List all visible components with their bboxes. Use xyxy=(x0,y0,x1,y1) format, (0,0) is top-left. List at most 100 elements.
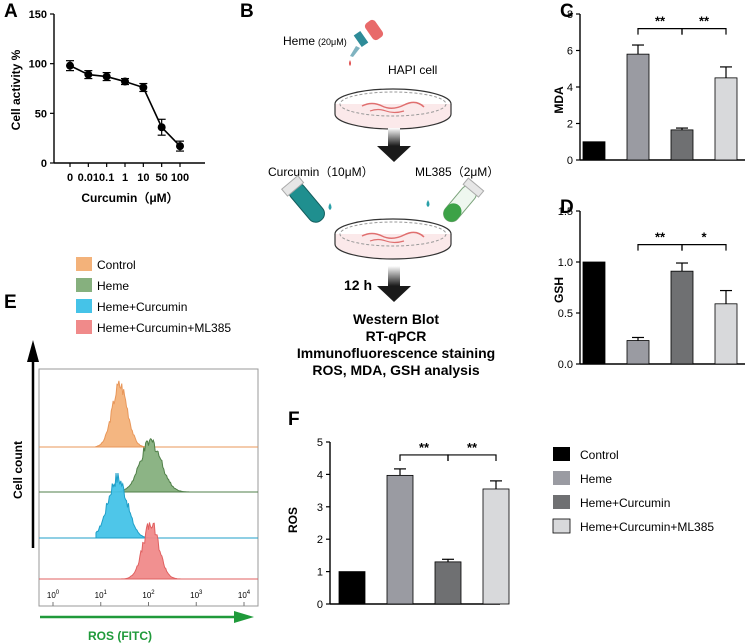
bar-heme xyxy=(386,474,414,605)
bar-control xyxy=(338,571,366,605)
panel-label-d: D xyxy=(560,197,574,218)
y-tick-label: 5 xyxy=(317,437,323,449)
bar-heme-curcumin xyxy=(670,270,694,365)
bar-heme xyxy=(626,340,650,365)
a-y-tick-label: 50 xyxy=(35,108,47,120)
assay-rt-qpcr: RT-qPCR xyxy=(366,328,427,344)
y-tick-label: 2 xyxy=(567,119,573,131)
bar-heme xyxy=(626,53,650,161)
a-x-tick-label: 100 xyxy=(171,172,189,184)
legend-swatch xyxy=(76,320,92,334)
curcumin-drop-icon xyxy=(328,203,332,210)
e-legend: Control Heme Heme+Curcumin Heme+Curcumin… xyxy=(76,257,231,335)
assay-immunofluorescence: Immunofluorescence staining xyxy=(297,345,495,361)
a-y-label: Cell activity % xyxy=(9,49,23,130)
a-data-point xyxy=(121,77,129,86)
bar-heme-curcumin xyxy=(670,129,694,161)
legend-swatch xyxy=(553,495,570,509)
y-tick-label: 0 xyxy=(317,599,323,611)
a-y-tick-label: 100 xyxy=(29,59,47,71)
bar-heme-curcumin xyxy=(434,561,462,605)
bar-heme-curcumin-ml385 xyxy=(714,303,738,365)
a-x-tick-label: 1 xyxy=(122,172,128,184)
legend-swatch xyxy=(76,299,92,313)
down-arrow-icon xyxy=(377,128,411,162)
curcumin-label: Curcumin（10μM） xyxy=(268,165,374,179)
time-label: 12 h xyxy=(344,277,372,293)
legend-label: Heme+Curcumin xyxy=(97,300,187,314)
legend-swatch xyxy=(76,278,92,292)
bar-heme-curcumin-ml385 xyxy=(482,488,510,605)
panel-label-c: C xyxy=(560,1,574,22)
bar-heme-curcumin-ml385 xyxy=(714,77,738,161)
d-y-label: GSH xyxy=(552,277,566,303)
significance-label: * xyxy=(701,230,707,245)
significance-label: ** xyxy=(419,440,430,455)
significance-bracket xyxy=(637,28,683,35)
pipette-icon xyxy=(349,19,384,66)
legend-swatch xyxy=(553,471,570,485)
significance-label: ** xyxy=(655,14,666,29)
y-tick-label: 0 xyxy=(567,155,573,167)
y-tick-label: 1 xyxy=(317,567,323,579)
d-plot: 0.00.51.01.5** * xyxy=(558,206,745,371)
bar-control xyxy=(582,261,606,365)
y-tick-label: 6 xyxy=(567,46,573,58)
panel-label-f: F xyxy=(288,409,300,430)
panel-label-a: A xyxy=(4,1,18,22)
ml385-tube-icon xyxy=(443,177,485,223)
c-y-label: MDA xyxy=(552,86,566,114)
e-x-tick-label: 102 xyxy=(142,590,155,600)
hapi-cell-label: HAPI cell xyxy=(388,63,437,77)
a-x-tick-label: 50 xyxy=(156,172,168,184)
significance-bracket xyxy=(447,454,497,461)
y-tick-label: 8 xyxy=(567,9,573,21)
assay-western-blot: Western Blot xyxy=(353,311,439,327)
a-x-tick-label: 10 xyxy=(137,172,149,184)
a-y-tick-label: 0 xyxy=(41,158,47,170)
panel-c: C MDA 0 2 4 6 8 ** ** xyxy=(552,1,745,167)
e-y-label: Cell count xyxy=(11,441,25,499)
a-data-point xyxy=(66,61,74,70)
legend-label: Heme+Curcumin xyxy=(580,496,670,510)
legend-swatch xyxy=(76,257,92,271)
legend-label: Control xyxy=(97,258,136,272)
a-data-point xyxy=(139,83,148,92)
y-tick-label: 4 xyxy=(317,469,323,481)
significance-label: ** xyxy=(467,440,478,455)
f-y-label: ROS xyxy=(286,507,300,533)
panel-b: B Heme (20μM) HAPI cell Curcumin（10μM） ML… xyxy=(240,1,499,378)
a-x-tick-label: 0 xyxy=(67,172,73,184)
legend-label: Heme+Curcumin+ML385 xyxy=(97,321,231,335)
y-tick-label: 0.0 xyxy=(558,359,573,371)
e-x-label: ROS (FITC) xyxy=(88,629,152,643)
legend-label: Heme+Curcumin+ML385 xyxy=(580,520,714,534)
heme-label: Heme (20μM) xyxy=(283,34,347,48)
curcumin-tube-icon xyxy=(280,175,325,223)
petri-dish-icon xyxy=(334,88,452,130)
e-y-arrowhead xyxy=(27,340,39,362)
e-histogram-heme-curcumin-ml385 xyxy=(95,522,197,580)
y-tick-label: 3 xyxy=(317,502,323,514)
a-data-point xyxy=(84,70,93,79)
a-data-point xyxy=(157,123,166,132)
f-legend: Control Heme Heme+Curcumin Heme+Curcumin… xyxy=(552,447,714,534)
e-x-tick-label: 100 xyxy=(47,590,60,600)
legend-label: Heme xyxy=(97,279,129,293)
a-x-label: Curcumin（μM） xyxy=(81,190,178,205)
significance-bracket xyxy=(681,28,727,35)
legend-label: Control xyxy=(580,448,619,462)
significance-label: ** xyxy=(699,14,710,29)
petri-dish-icon xyxy=(334,218,452,260)
significance-bracket xyxy=(681,244,727,251)
f-plot: 0 1 2 3 4 5 ** ** xyxy=(317,437,510,611)
y-tick-label: 2 xyxy=(317,534,323,546)
panel-f: F ROS 0 1 2 3 4 5 ** ** Control Heme Heme+Curcu… xyxy=(286,409,714,611)
y-tick-label: 4 xyxy=(567,82,573,94)
a-y-ticks: 0 50 100 150 xyxy=(29,9,54,170)
a-series xyxy=(66,60,184,152)
e-histogram-control xyxy=(95,380,197,448)
y-tick-label: 0.5 xyxy=(558,308,573,320)
significance-label: ** xyxy=(655,230,666,245)
